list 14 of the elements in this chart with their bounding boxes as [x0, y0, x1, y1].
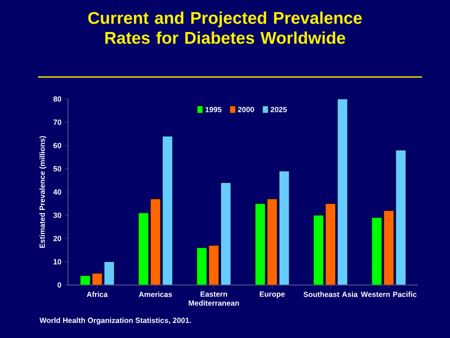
bar [384, 210, 394, 285]
chart-title: Current and Projected Prevalence Rates for Diabetes Worldwide [88, 12, 362, 44]
bar [337, 99, 348, 285]
bar [92, 273, 102, 285]
bar [220, 182, 232, 285]
bar [278, 170, 290, 285]
bar [104, 262, 114, 285]
bar [266, 198, 278, 285]
bar [162, 136, 173, 285]
bar [208, 245, 220, 285]
bar [396, 150, 406, 285]
bar [254, 203, 266, 285]
bar [196, 248, 208, 285]
bar [372, 217, 382, 285]
